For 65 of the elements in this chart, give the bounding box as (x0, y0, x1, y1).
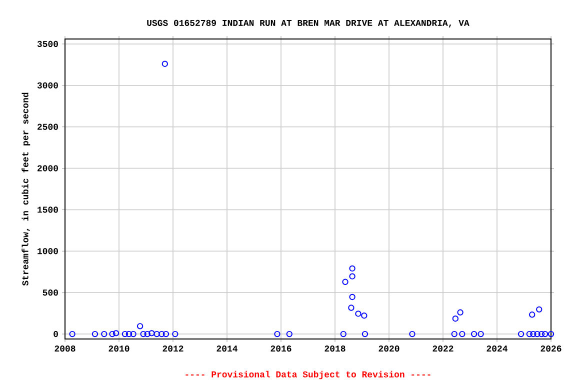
point (534, 330, 540, 338)
point (348, 304, 354, 311)
point (172, 330, 178, 338)
point (409, 330, 416, 338)
point (340, 330, 346, 338)
point (349, 265, 356, 272)
point (526, 330, 532, 338)
chart-title: USGS 01652789 INDIAN RUN AT BREN MAR DRIVE AT ALEXANDRIA, VA (147, 20, 470, 28)
point (148, 330, 155, 336)
point (69, 330, 76, 338)
point (529, 312, 536, 318)
y-tick-label: 2000 (38, 165, 58, 172)
x-tick-label: 2016 (270, 346, 292, 352)
point (126, 330, 132, 338)
y-tick-label: 0 (54, 330, 58, 338)
point (451, 330, 458, 338)
point (362, 330, 368, 338)
x-tick-label: 2020 (378, 346, 400, 352)
text: ---- Provisional Data Subject to Revision ---- (186, 370, 430, 380)
point (140, 330, 146, 338)
point (459, 330, 466, 338)
point (92, 330, 98, 338)
point (162, 330, 170, 338)
point (112, 330, 120, 336)
point (154, 330, 160, 338)
x-tick-label: 2014 (216, 346, 238, 352)
point (538, 330, 545, 338)
point (342, 278, 348, 285)
x-tick-label: 2012 (162, 346, 184, 352)
x-tick-label: 2022 (432, 346, 454, 352)
x-tick-label: 2008 (54, 346, 76, 352)
y-tick-label: 3500 (37, 40, 58, 48)
point (518, 330, 524, 338)
y-tick-label: 500 (42, 290, 58, 296)
y-tick-label: 3000 (37, 82, 58, 88)
point (144, 330, 150, 338)
point (109, 330, 116, 338)
point (162, 60, 168, 67)
point (349, 273, 356, 280)
point (548, 330, 554, 338)
point (457, 309, 464, 316)
point (536, 306, 542, 313)
y-tick-label: 1500 (38, 206, 58, 213)
x-tick-label: 2010 (108, 346, 130, 352)
point (530, 330, 536, 338)
point (130, 330, 136, 338)
y-axis-title: Streamflow, in cubic feet per second (22, 92, 30, 286)
point (136, 323, 144, 330)
y-tick-label: 2500 (38, 124, 58, 130)
point (274, 330, 280, 338)
x-tick-label: 2024 (486, 346, 508, 352)
x-tick-label: 2018 (324, 346, 346, 352)
y-tick-label: 1000 (38, 248, 58, 254)
point (122, 330, 128, 338)
point (101, 330, 108, 338)
point (452, 316, 459, 322)
point (355, 310, 362, 317)
point (470, 330, 478, 338)
x-tick-label: 2026 (540, 346, 562, 352)
point (349, 294, 356, 300)
point (361, 312, 368, 319)
point (158, 330, 165, 338)
point (286, 330, 292, 338)
point (478, 330, 484, 338)
point (542, 330, 548, 338)
